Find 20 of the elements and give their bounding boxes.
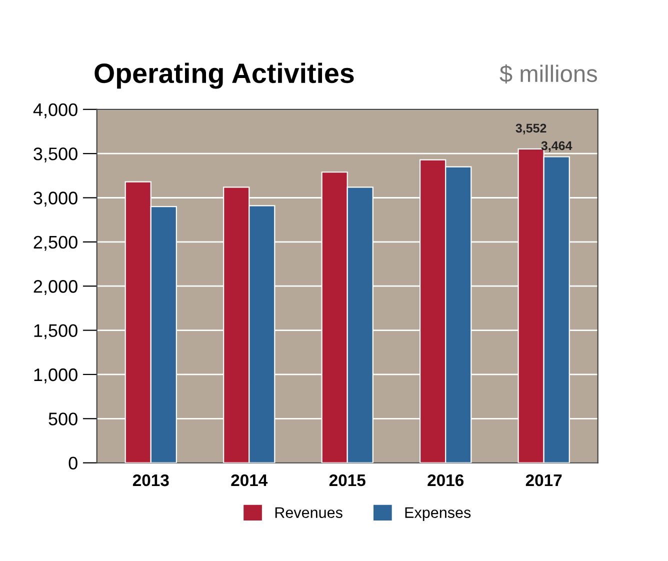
data-label: 3,552: [516, 124, 546, 134]
y-tick-label: 2,500: [34, 236, 78, 251]
x-tick-label: 2017: [526, 474, 562, 486]
y-tick-label: 0: [68, 456, 78, 470]
y-tick-label: 3,500: [34, 148, 78, 162]
y-tick-label: 500: [48, 412, 78, 426]
x-tick-label: 2013: [132, 474, 169, 486]
x-tick-label: 2015: [329, 474, 366, 486]
chart-subtitle: $ millions: [500, 64, 598, 84]
legend-label: Expenses: [405, 507, 471, 522]
y-tick-label: 3,000: [34, 192, 78, 207]
y-tick-label: 1,500: [34, 324, 78, 340]
y-tick-label: 1,000: [34, 368, 78, 384]
legend-label: Revenues: [275, 507, 342, 518]
y-tick-label: 2,000: [34, 280, 78, 295]
y-tick-label: 4,000: [33, 103, 78, 118]
x-tick-label: 2014: [231, 474, 268, 486]
chart-title: Operating Activities: [94, 62, 354, 89]
data-label: 3,464: [541, 141, 572, 152]
x-tick-label: 2016: [428, 474, 464, 486]
